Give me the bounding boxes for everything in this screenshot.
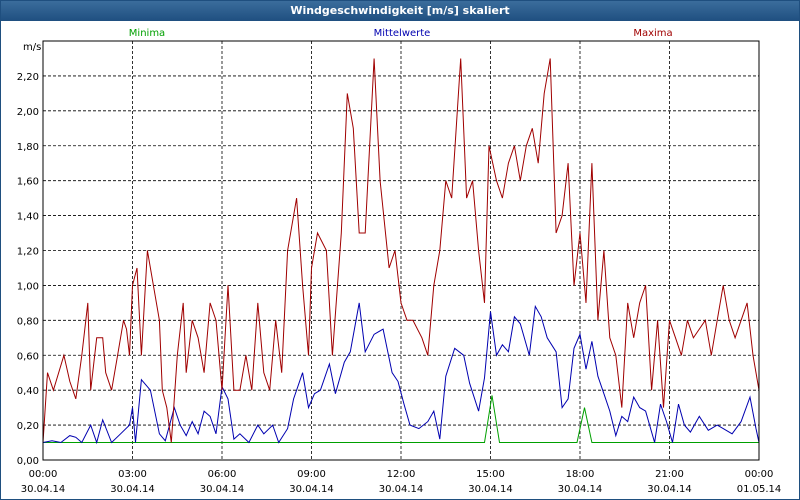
wind-speed-chart: m/s Minima Mittelwerte Maxima 0,00 0,20 0,40…: [17, 28, 782, 495]
x-tick-date: 01.05.14: [737, 484, 782, 495]
y-tick-label: 1,40: [17, 212, 39, 223]
y-tick-label: 1,80: [17, 142, 39, 153]
y-tick-label: 0,60: [17, 351, 39, 362]
window-title: Windgeschwindigkeit [m/s] skaliert: [290, 4, 510, 17]
x-tick-date: 30.04.14: [468, 484, 513, 495]
plot-frame: [42, 40, 760, 461]
series-group: [42, 58, 760, 445]
y-tick-label: 0,00: [17, 456, 39, 467]
x-tick-time: 06:00: [208, 469, 237, 480]
legend-item-mittelwerte: Mittelwerte: [374, 28, 431, 39]
y-tick-label: 0,20: [17, 421, 39, 432]
x-tick-date: 30.04.14: [289, 484, 334, 495]
y-tick-label: 1,20: [17, 247, 39, 258]
y-axis: 0,00 0,20 0,40 0,60 0,80 1,00 1,20 1,40 1,60 1,80…: [17, 72, 39, 467]
x-axis: 00:00 30.04.14 03:00 30.04.14 06:00 30.04.14 0…: [21, 469, 782, 495]
series-line-mittelwerte: [42, 302, 760, 445]
x-tick-time: 21:00: [655, 469, 684, 480]
x-tick-date: 30.04.14: [558, 484, 603, 495]
x-tick-date: 30.04.14: [200, 484, 245, 495]
x-tick-date: 30.04.14: [647, 484, 692, 495]
y-tick-label: 1,00: [17, 281, 39, 292]
grid: [43, 41, 759, 460]
y-tick-label: 0,40: [17, 386, 39, 397]
y-tick-label: 2,20: [17, 72, 39, 83]
title-bar: Windgeschwindigkeit [m/s] skaliert: [1, 1, 799, 21]
x-tick-date: 30.04.14: [21, 484, 66, 495]
legend-item-minima: Minima: [129, 28, 165, 39]
series-line-minima: [43, 395, 759, 443]
x-tick-time: 12:00: [387, 469, 416, 480]
x-tick-date: 30.04.14: [379, 484, 424, 495]
legend: Minima Mittelwerte Maxima: [129, 28, 673, 39]
x-tick-time: 00:00: [745, 469, 774, 480]
y-tick-label: 2,00: [17, 107, 39, 118]
x-tick-time: 09:00: [297, 469, 326, 480]
x-tick-date: 30.04.14: [110, 484, 155, 495]
y-axis-label: m/s: [23, 42, 41, 53]
x-tick-time: 03:00: [118, 469, 147, 480]
x-tick-time: 18:00: [566, 469, 595, 480]
y-tick-label: 0,80: [17, 316, 39, 327]
x-tick-time: 00:00: [29, 469, 58, 480]
x-tick-time: 15:00: [476, 469, 505, 480]
series-line-maxima: [42, 58, 760, 443]
y-tick-label: 1,60: [17, 177, 39, 188]
legend-item-maxima: Maxima: [633, 28, 672, 39]
